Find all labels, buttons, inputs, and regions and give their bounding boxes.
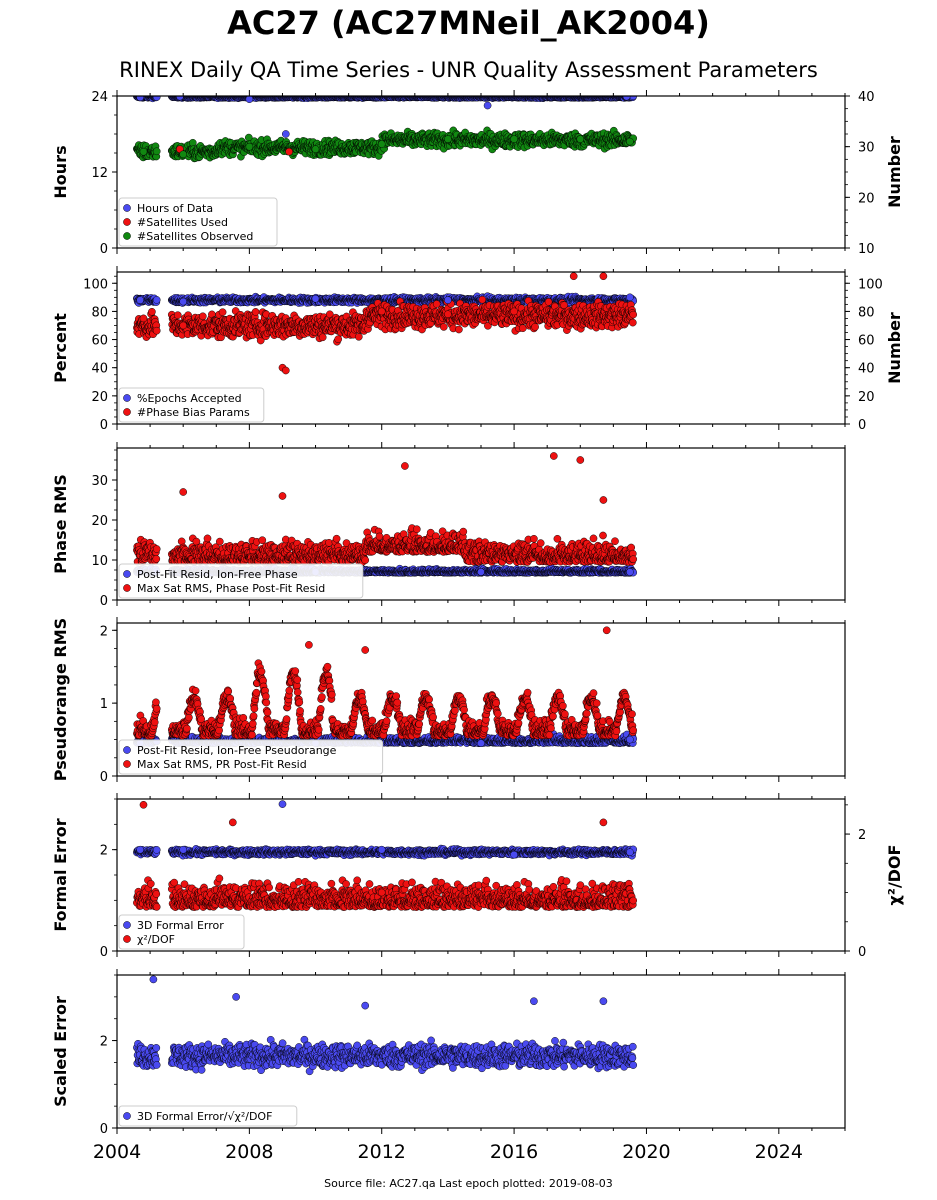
y2-axis-label: Number bbox=[885, 136, 904, 208]
data-point-1 bbox=[136, 96, 145, 102]
data-point-1 bbox=[483, 101, 492, 110]
bias-point bbox=[354, 332, 363, 341]
data-point-3 bbox=[179, 150, 188, 159]
scatter-points bbox=[133, 96, 638, 163]
data-point-3 bbox=[626, 137, 634, 146]
data-point-3 bbox=[245, 142, 254, 151]
data-point-2 bbox=[599, 272, 608, 281]
page-subtitle: RINEX Daily QA Time Series - UNR Quality… bbox=[119, 58, 818, 82]
epochs-point bbox=[152, 296, 161, 304]
data-point-3 bbox=[576, 135, 585, 143]
y2-tick-label: 30 bbox=[858, 141, 875, 156]
satobs-point bbox=[152, 147, 161, 156]
y2-tick-label: 20 bbox=[858, 191, 875, 206]
data-point-2 bbox=[281, 366, 290, 375]
data-point-1 bbox=[444, 296, 452, 304]
bias-point bbox=[152, 326, 161, 335]
data-point-3 bbox=[311, 145, 320, 154]
y2-tick-label: 40 bbox=[858, 90, 875, 105]
bias-point bbox=[629, 310, 638, 319]
bias-point bbox=[218, 308, 227, 317]
data-point-3 bbox=[377, 140, 386, 148]
legend-label: #Satellites Used bbox=[137, 216, 228, 229]
legend-box bbox=[118, 197, 278, 247]
y-tick-label: 12 bbox=[91, 166, 108, 181]
hours-point bbox=[152, 96, 161, 101]
bias-point bbox=[518, 324, 527, 333]
legend-marker bbox=[123, 218, 131, 226]
data-point-1 bbox=[281, 130, 290, 138]
legend-label: #Satellites Observed bbox=[137, 230, 253, 243]
panel-2: 020406080100Percent020406080100Number%Ep… bbox=[51, 266, 904, 433]
data-point-1 bbox=[245, 96, 254, 104]
data-point-2 bbox=[510, 307, 518, 316]
data-point-2 bbox=[139, 314, 148, 323]
bias-point bbox=[628, 318, 637, 327]
data-point-3 bbox=[510, 135, 518, 143]
y-tick-label: 0 bbox=[100, 242, 108, 257]
data-point-2 bbox=[377, 307, 386, 316]
legend-marker bbox=[123, 232, 131, 240]
data-point-3 bbox=[444, 135, 452, 143]
page-title: AC27 (AC27MNeil_AK2004) bbox=[227, 4, 710, 42]
data-point-1 bbox=[179, 297, 188, 306]
satobs-point bbox=[188, 138, 197, 147]
y-tick-label: 24 bbox=[91, 90, 108, 105]
bias-point bbox=[334, 335, 343, 344]
bias-point bbox=[478, 295, 487, 304]
data-point-2 bbox=[179, 321, 188, 330]
data-point-2 bbox=[569, 272, 578, 281]
data-point-3 bbox=[139, 147, 148, 156]
data-point-2 bbox=[285, 147, 293, 156]
legend: Hours of Data#Satellites Used#Satellites… bbox=[118, 197, 278, 247]
data-point-2 bbox=[444, 310, 452, 319]
bias-point bbox=[173, 311, 182, 320]
bias-point bbox=[198, 312, 207, 321]
data-point-1 bbox=[136, 296, 145, 304]
legend-marker bbox=[123, 204, 131, 212]
data-point-1 bbox=[311, 294, 320, 303]
bias-point bbox=[251, 308, 260, 316]
y-axis-label: Hours bbox=[51, 145, 70, 198]
bias-point bbox=[148, 307, 156, 316]
bias-point bbox=[531, 323, 539, 331]
legend-label: Hours of Data bbox=[137, 202, 213, 215]
bias-point bbox=[455, 325, 463, 334]
data-point-1 bbox=[626, 293, 634, 302]
bias-point bbox=[439, 323, 448, 331]
y2-tick-label: 10 bbox=[858, 242, 875, 257]
bias-point bbox=[318, 333, 327, 342]
scatter-points bbox=[133, 272, 638, 375]
